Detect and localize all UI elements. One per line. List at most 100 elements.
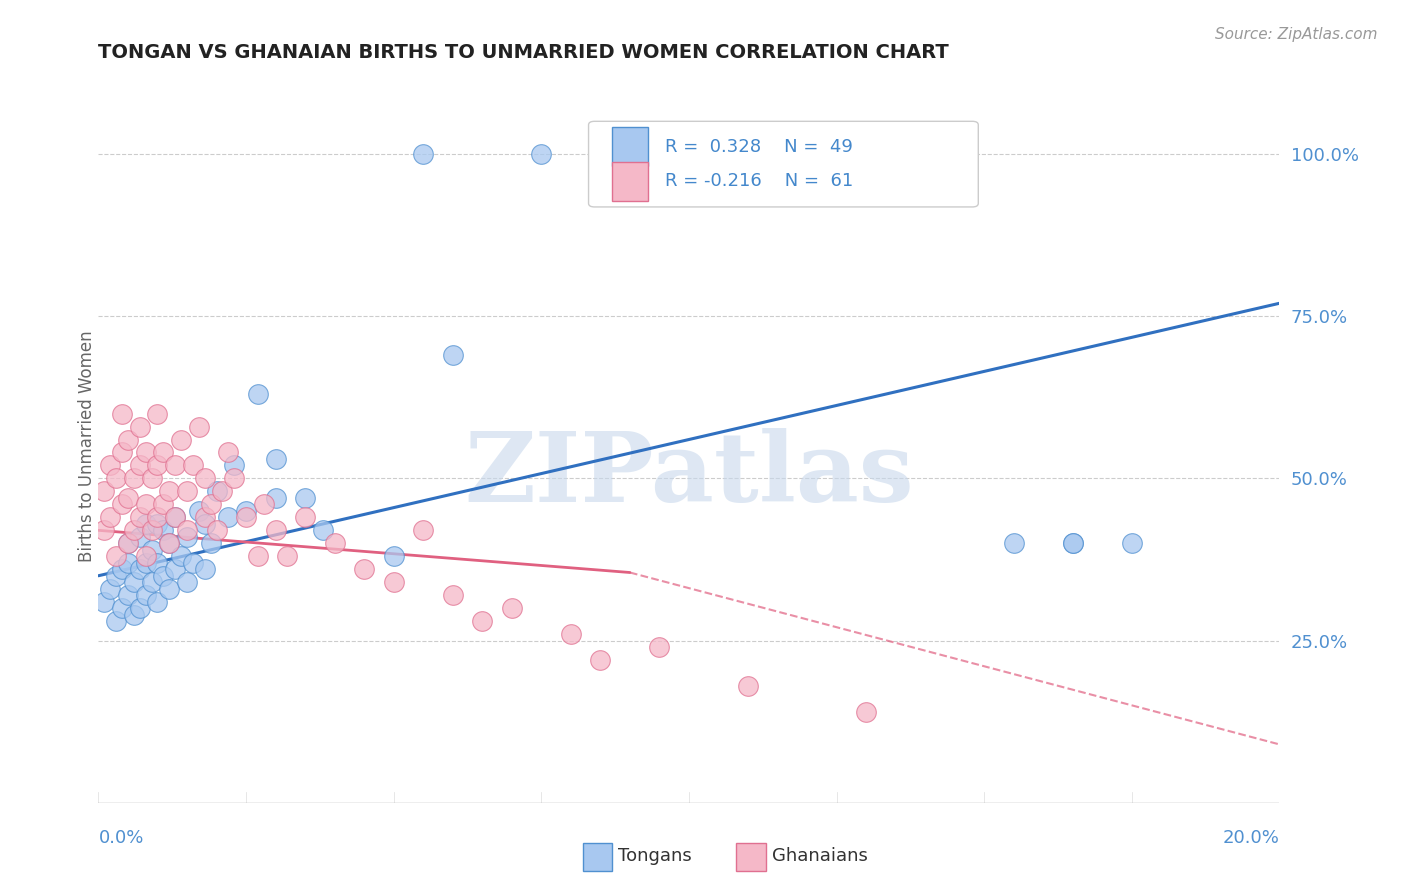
Point (128, 419, 150, 434)
Point (501, 601, 523, 615)
Bar (582, 844, 612, 871)
Point (224, 471, 246, 485)
Point (122, 524, 145, 538)
Point (194, 510, 217, 524)
Point (98, 582, 121, 596)
Point (105, 568, 128, 582)
Point (128, 601, 150, 615)
Point (441, 348, 464, 362)
Point (264, 524, 287, 538)
Point (181, 458, 204, 473)
Point (194, 562, 217, 576)
Point (176, 484, 198, 499)
Point (146, 407, 169, 421)
Text: R = -0.216    N =  61: R = -0.216 N = 61 (665, 172, 853, 190)
Point (194, 471, 217, 485)
Point (264, 491, 287, 505)
Point (471, 614, 494, 628)
Point (122, 607, 145, 622)
Point (111, 445, 134, 459)
Point (224, 458, 246, 473)
Point (176, 524, 198, 538)
Point (382, 575, 405, 590)
Point (264, 452, 287, 467)
Point (323, 536, 346, 550)
Text: Ghanaians: Ghanaians (772, 847, 868, 865)
Text: 0.0%: 0.0% (98, 829, 143, 847)
Point (111, 601, 134, 615)
Point (98, 510, 121, 524)
Point (353, 562, 375, 576)
Point (117, 536, 139, 550)
Text: Source: ZipAtlas.com: Source: ZipAtlas.com (1215, 27, 1378, 42)
Point (135, 588, 157, 602)
Point (1121, 536, 1143, 550)
Point (165, 510, 187, 524)
Point (146, 516, 169, 531)
Point (152, 524, 174, 538)
Point (200, 497, 222, 511)
Point (530, 147, 553, 161)
Point (111, 562, 134, 576)
Point (146, 458, 169, 473)
Point (135, 445, 157, 459)
Point (141, 471, 163, 485)
Point (1002, 536, 1025, 550)
Text: R =  0.328    N =  49: R = 0.328 N = 49 (665, 138, 853, 156)
Point (165, 458, 187, 473)
Point (176, 530, 198, 544)
Point (187, 504, 209, 518)
Point (235, 504, 257, 518)
Bar (737, 844, 766, 871)
Point (648, 640, 671, 654)
FancyBboxPatch shape (589, 121, 979, 207)
Point (1062, 536, 1084, 550)
Point (128, 458, 150, 473)
Point (176, 575, 198, 590)
Point (105, 549, 128, 564)
Point (560, 627, 582, 641)
Point (589, 147, 612, 161)
Text: ZIPatlas: ZIPatlas (464, 427, 914, 522)
Point (117, 588, 139, 602)
Point (117, 433, 139, 447)
Point (737, 679, 759, 693)
Text: 20.0%: 20.0% (1223, 829, 1279, 847)
Point (128, 510, 150, 524)
Point (246, 387, 269, 401)
Point (181, 556, 204, 570)
Bar (612, 161, 648, 201)
Point (194, 516, 217, 531)
Point (122, 575, 145, 590)
Point (117, 491, 139, 505)
Point (235, 510, 257, 524)
Point (105, 471, 128, 485)
Point (1062, 536, 1084, 550)
Point (217, 445, 239, 459)
Point (253, 497, 276, 511)
Point (441, 588, 464, 602)
Point (157, 536, 180, 550)
Point (217, 510, 239, 524)
Point (170, 433, 193, 447)
Point (146, 510, 169, 524)
Point (98, 458, 121, 473)
Point (135, 516, 157, 531)
Point (135, 556, 157, 570)
Point (200, 536, 222, 550)
Point (93, 524, 115, 538)
Text: Tongans: Tongans (619, 847, 692, 865)
Point (146, 556, 169, 570)
Point (135, 549, 157, 564)
Point (205, 524, 228, 538)
Point (294, 510, 316, 524)
Point (141, 524, 163, 538)
Point (276, 549, 298, 564)
Point (170, 549, 193, 564)
Point (128, 562, 150, 576)
Point (117, 556, 139, 570)
Point (294, 491, 316, 505)
Point (855, 705, 877, 719)
Point (122, 471, 145, 485)
Point (152, 497, 174, 511)
